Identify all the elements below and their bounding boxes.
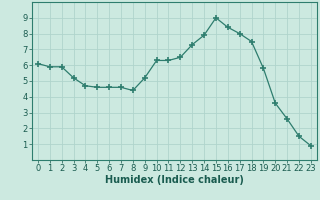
X-axis label: Humidex (Indice chaleur): Humidex (Indice chaleur) <box>105 175 244 185</box>
